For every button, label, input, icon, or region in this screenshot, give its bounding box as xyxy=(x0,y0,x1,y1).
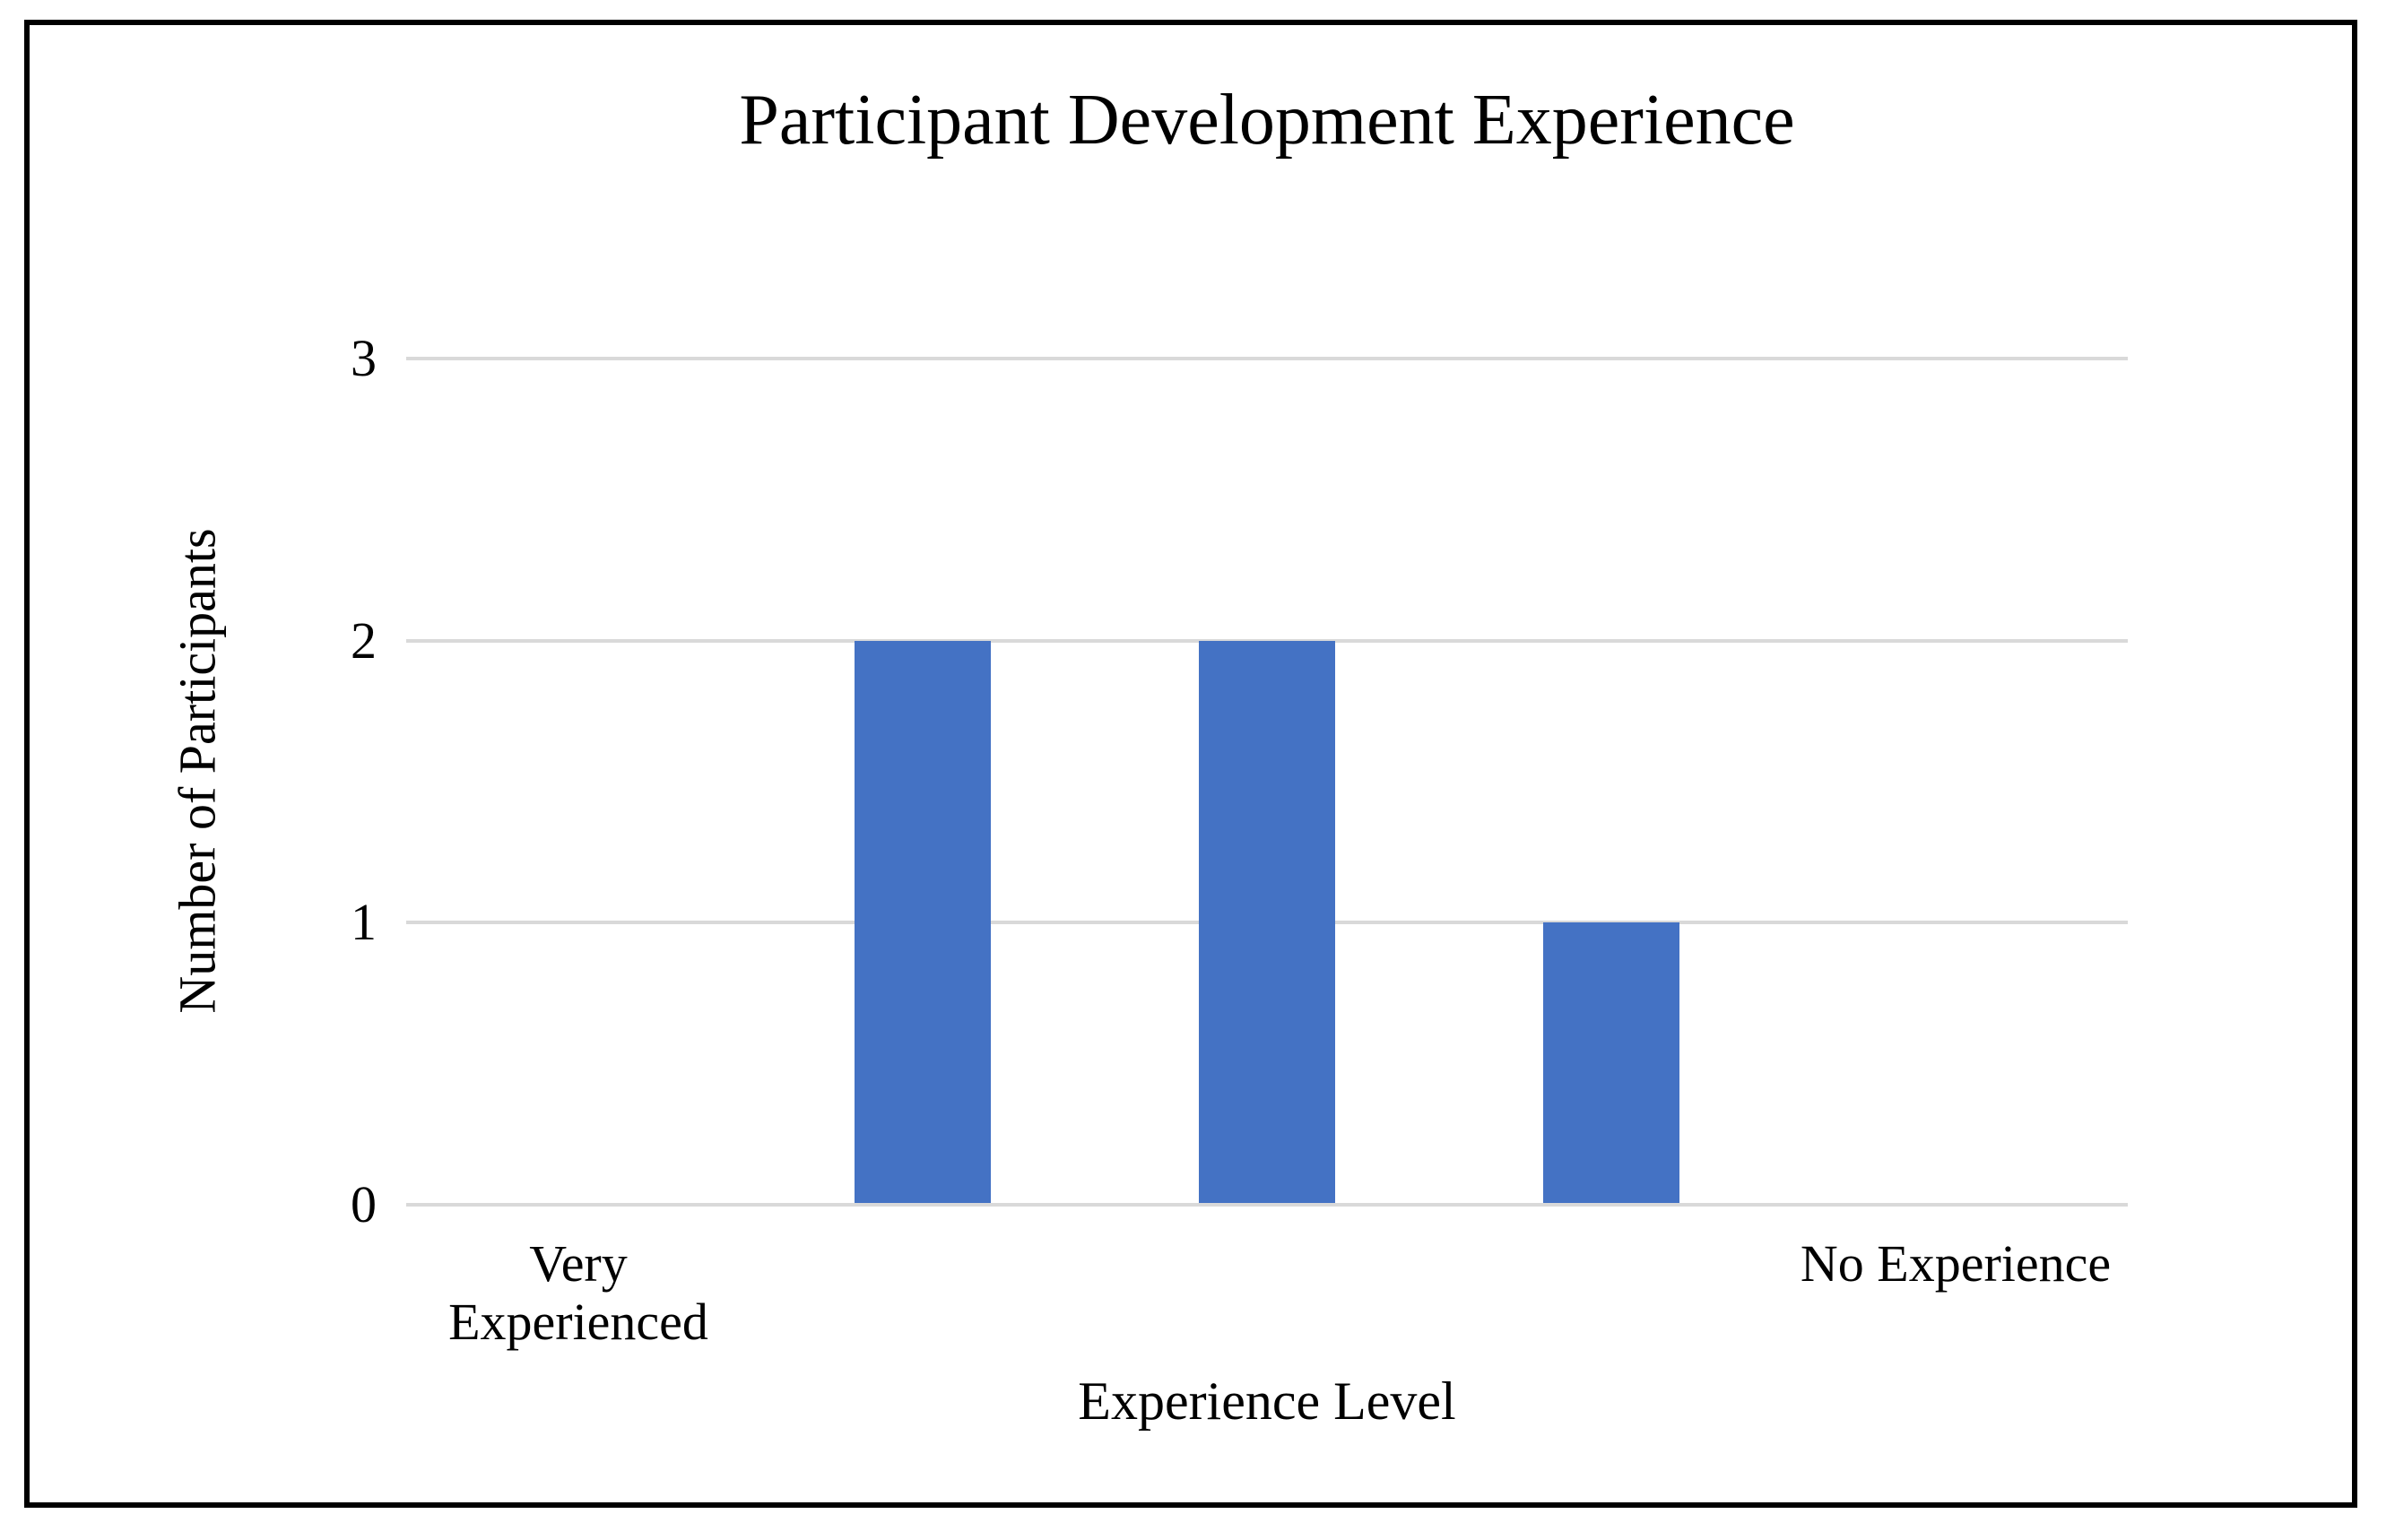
gridline-3 xyxy=(406,357,2128,360)
bar-category-3[interactable] xyxy=(1199,640,1335,1203)
bar-category-2[interactable] xyxy=(855,640,991,1203)
gridline-0 xyxy=(406,1203,2128,1207)
x-axis-title: Experience Level xyxy=(1078,1371,1456,1431)
x-category-label-5: No Experience xyxy=(1800,1234,2112,1293)
x-category-label-1: Very Experienced xyxy=(448,1234,708,1351)
chart-title: Participant Development Experience xyxy=(739,81,1795,160)
y-tick-label-1: 1 xyxy=(351,893,377,952)
y-tick-label-2: 2 xyxy=(351,610,377,670)
y-tick-label-3: 3 xyxy=(351,329,377,387)
chart-border-frame xyxy=(24,20,2357,1508)
gridline-2 xyxy=(406,638,2128,643)
plot-area xyxy=(406,357,2128,1207)
bar-category-4[interactable] xyxy=(1543,922,1679,1203)
y-tick-label-0: 0 xyxy=(351,1175,377,1233)
